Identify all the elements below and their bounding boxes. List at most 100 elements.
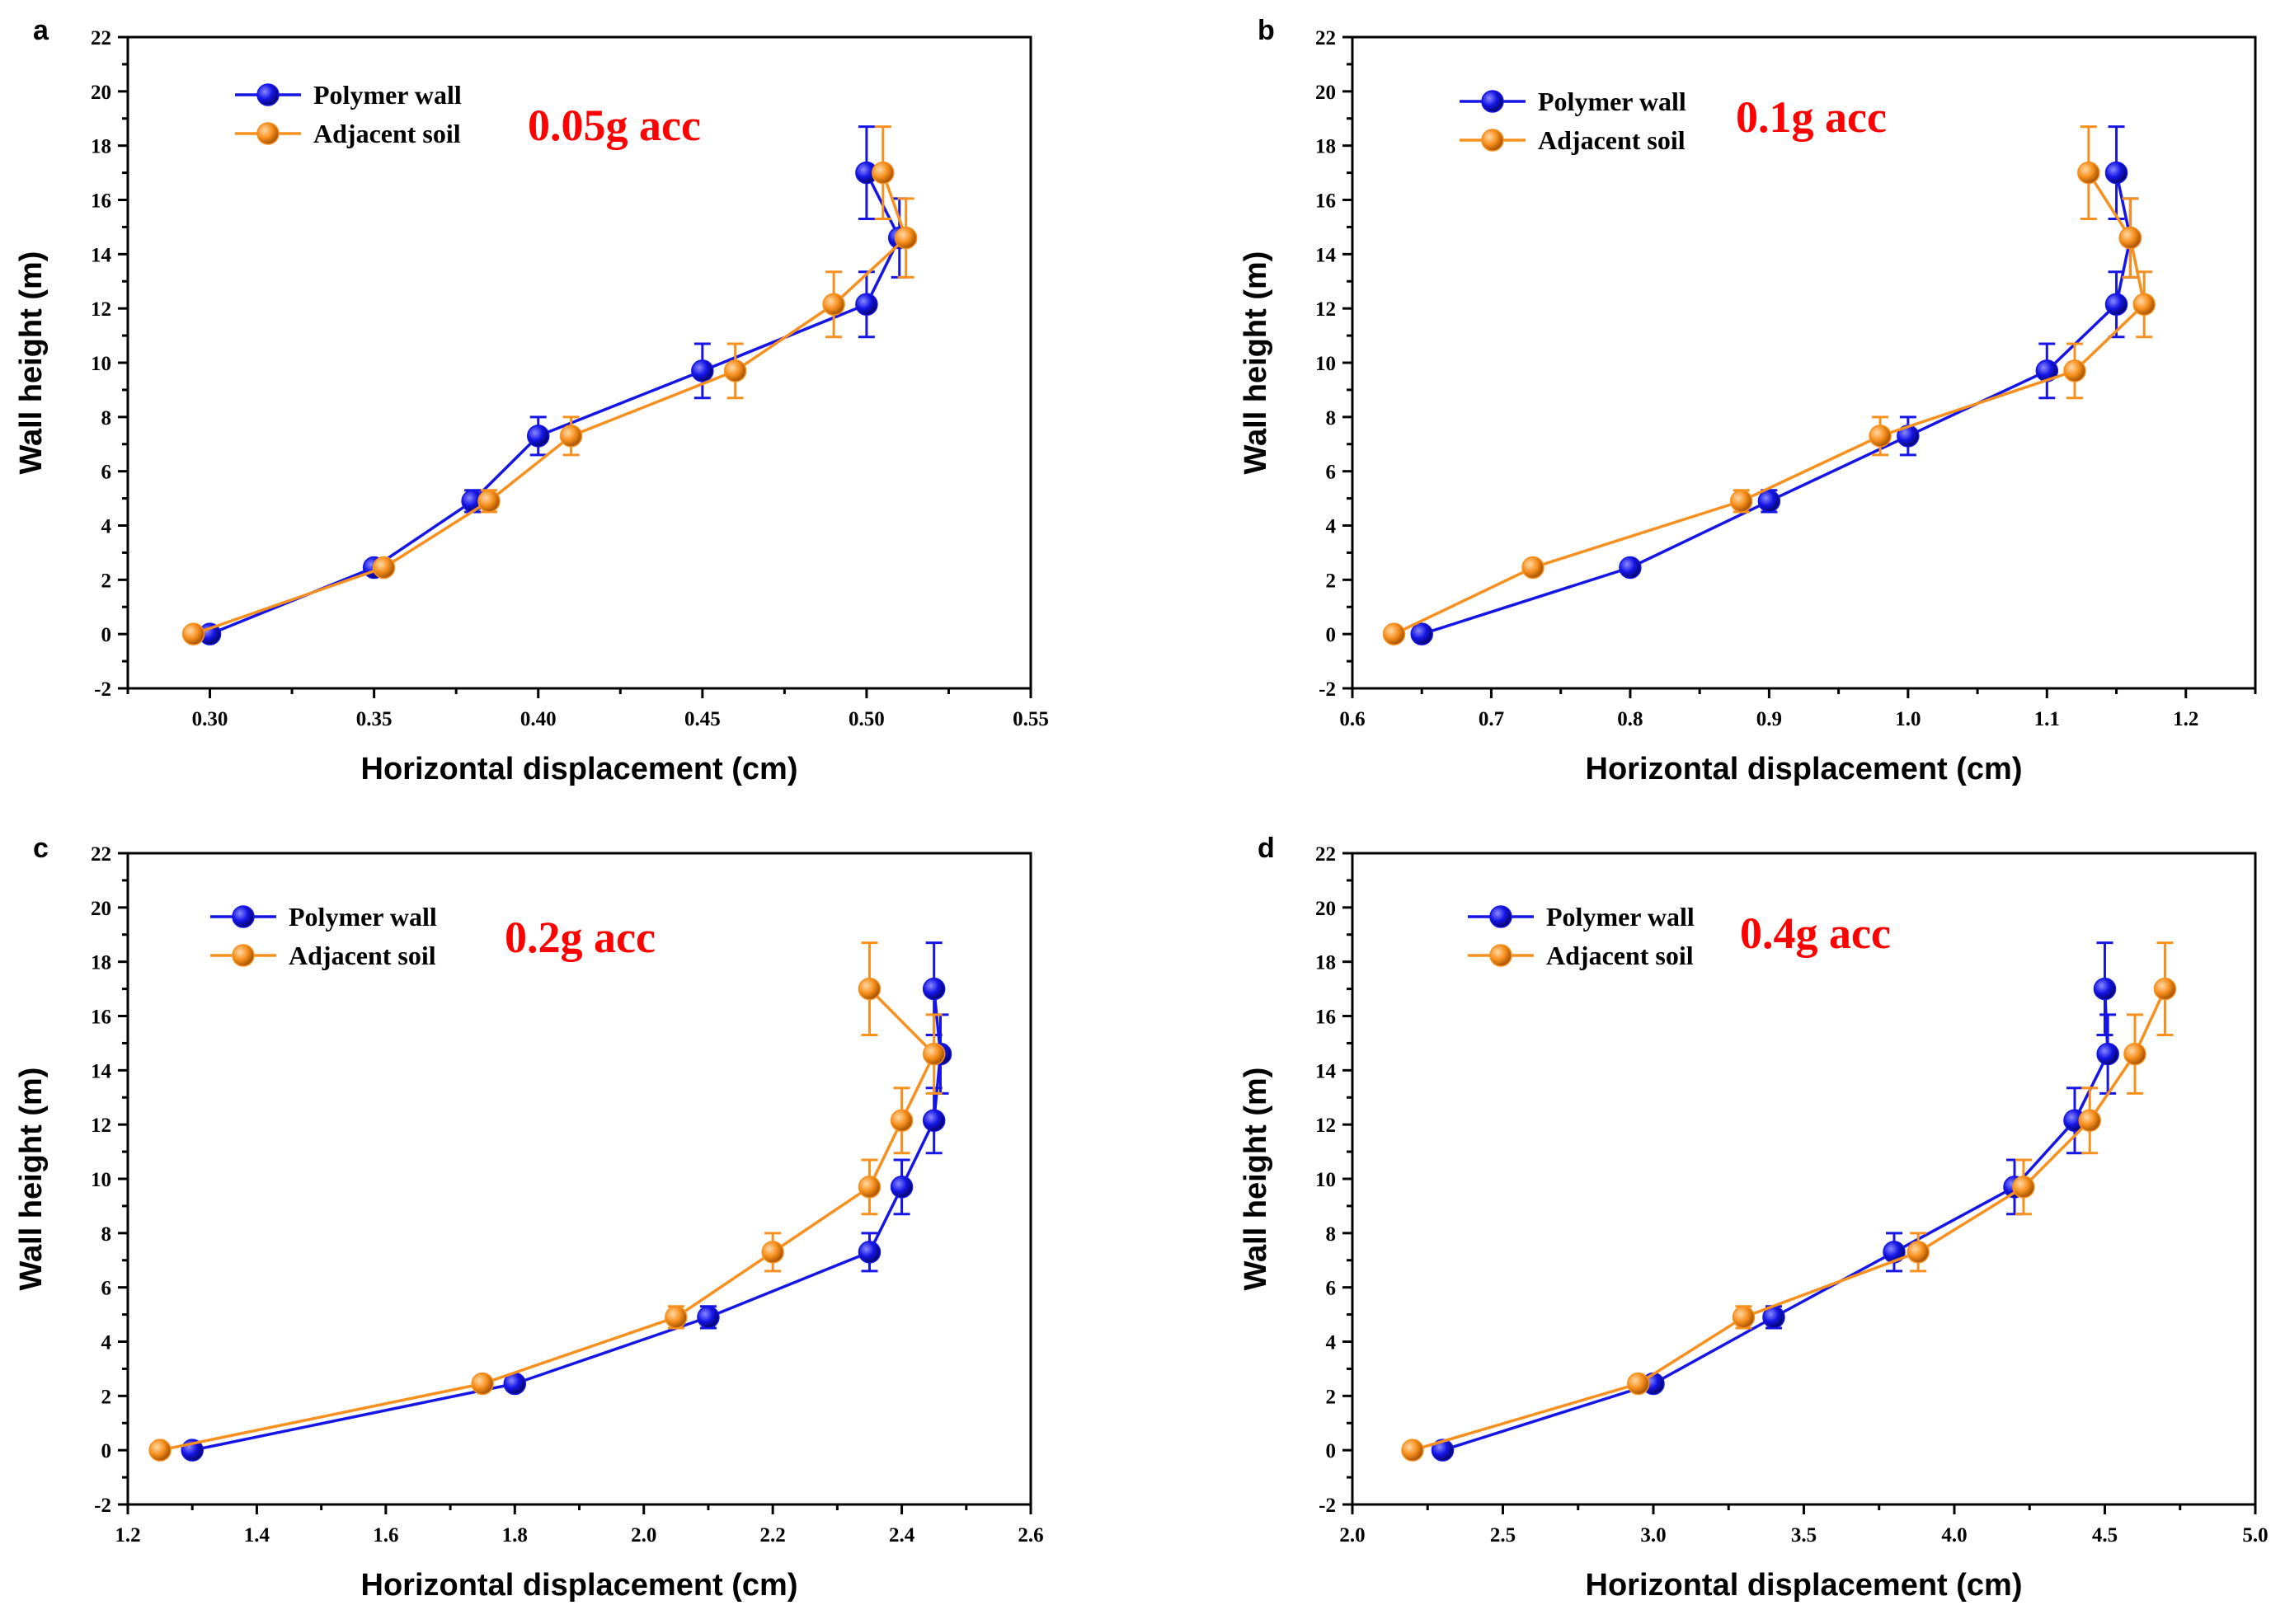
data-point [697, 1306, 720, 1329]
series-adjacent-soil [181, 125, 918, 645]
data-point [890, 1109, 914, 1132]
panel-letter: b [1258, 15, 1275, 46]
data-point [723, 359, 747, 383]
data-point [822, 293, 845, 316]
legend-label-adjacent-soil: Adjacent soil [1538, 125, 1686, 155]
x-tick-label: 0.40 [520, 708, 557, 730]
x-tick-label: 3.5 [1791, 1524, 1817, 1547]
data-point [372, 556, 396, 580]
x-tick-label: 2.5 [1490, 1524, 1516, 1547]
y-tick-label: 0 [101, 624, 112, 646]
data-point [2118, 226, 2142, 250]
x-tick-label: 2.0 [631, 1524, 656, 1547]
data-point [1869, 425, 1892, 448]
y-tick-label: -2 [1319, 1495, 1336, 1517]
y-tick-label: 6 [1326, 1278, 1337, 1300]
acceleration-annotation: 0.1g acc [1736, 92, 1887, 142]
series-polymer-wall [198, 125, 911, 645]
legend-label-polymer-wall: Polymer wall [1538, 87, 1686, 116]
y-tick-label: 18 [91, 952, 111, 974]
y-tick-label: 10 [1315, 353, 1336, 375]
y-tick-label: 8 [1326, 407, 1337, 429]
data-point [1401, 1439, 1424, 1462]
legend-marker-adjacent-soil [256, 122, 280, 145]
data-point [858, 1241, 882, 1264]
series-line-adjacent-soil [193, 172, 908, 636]
data-point [1521, 556, 1544, 580]
legend-marker-polymer-wall [256, 83, 280, 106]
data-point [1729, 490, 1753, 513]
x-tick-label: 1.1 [2034, 708, 2060, 730]
legend-marker-polymer-wall [232, 905, 255, 928]
x-tick-label: 4.0 [1941, 1524, 1967, 1547]
y-tick-label: -2 [1319, 678, 1336, 701]
x-tick-label: 0.9 [1756, 708, 1782, 730]
series-adjacent-soil [1382, 125, 2156, 645]
data-point [894, 226, 918, 250]
y-tick-label: 4 [1326, 516, 1337, 538]
y-tick-label: 4 [101, 516, 112, 538]
chart-panel-b: b -2 0 2 4 6 8 10 12 14 16 18 20 22 0.6 0.7 0.8 0.9 1.0 1.1… [1239, 15, 2257, 786]
y-tick-label: 12 [91, 1115, 111, 1137]
y-tick-label: 12 [91, 298, 111, 321]
series-line-polymer-wall [191, 988, 943, 1452]
x-tick-label: 0.45 [684, 708, 721, 730]
data-point [2104, 293, 2128, 316]
y-tick-label: 14 [1315, 244, 1337, 266]
legend: Polymer wall Adjacent soil [1460, 87, 1686, 155]
y-tick-label: 18 [91, 136, 111, 158]
x-tick-label: 5.0 [2242, 1524, 2268, 1547]
y-tick-label: 16 [1315, 190, 1336, 213]
x-tick-label: 0.6 [1339, 708, 1365, 730]
y-tick-label: 8 [1326, 1223, 1337, 1246]
acceleration-annotation: 0.4g acc [1740, 908, 1891, 958]
y-tick-label: 12 [1315, 1115, 1336, 1137]
x-tick-label: 2.2 [760, 1524, 786, 1547]
legend-marker-adjacent-soil [1481, 129, 1504, 152]
acceleration-annotation: 0.2g acc [505, 913, 656, 962]
data-point [2096, 1042, 2119, 1066]
data-point [1883, 1241, 1906, 1264]
data-point [148, 1439, 172, 1462]
x-tick-label: 1.2 [2173, 708, 2198, 730]
y-tick-label: 12 [1315, 298, 1336, 321]
data-point [1410, 622, 1433, 645]
y-tick-label: 14 [91, 1060, 112, 1082]
data-point [2132, 293, 2156, 316]
y-tick-label: 10 [1315, 1169, 1336, 1191]
panel-letter: a [33, 15, 49, 46]
y-tick-label: 2 [101, 570, 112, 592]
y-tick-label: 10 [91, 1169, 111, 1191]
x-axis-title: Horizontal displacement (cm) [361, 1568, 798, 1603]
y-tick-label: 2 [1326, 570, 1337, 592]
data-point [1627, 1372, 1650, 1396]
series-adjacent-soil [148, 941, 946, 1462]
y-tick-label: 20 [91, 898, 111, 920]
y-tick-label: 4 [1326, 1332, 1337, 1354]
x-tick-label: 0.7 [1479, 708, 1504, 730]
data-point [858, 977, 882, 1001]
x-axis-title: Horizontal displacement (cm) [1586, 1568, 2023, 1603]
x-tick-label: 2.6 [1018, 1524, 1043, 1547]
y-tick-label: 16 [91, 1007, 111, 1029]
y-tick-label: 4 [101, 1332, 112, 1354]
series-polymer-wall [1431, 941, 2119, 1462]
y-axis-title: Wall height (m) [1239, 251, 1273, 475]
series-line-adjacent-soil [1412, 988, 2167, 1452]
series-line-adjacent-soil [1393, 171, 2146, 636]
data-point [2077, 161, 2100, 185]
x-tick-label: 2.4 [889, 1524, 915, 1547]
y-tick-label: 16 [1315, 1007, 1336, 1029]
x-tick-label: 1.6 [373, 1524, 398, 1547]
data-point [2063, 359, 2086, 383]
y-axis-title: Wall height (m) [14, 251, 49, 475]
y-axis-title: Wall height (m) [1239, 1068, 1273, 1291]
data-point [1431, 1439, 1455, 1462]
data-point [2153, 977, 2177, 1001]
data-point [2123, 1042, 2146, 1066]
y-tick-label: 0 [101, 1440, 112, 1462]
data-point [2012, 1176, 2035, 1199]
legend: Polymer wall Adjacent soil [210, 902, 437, 970]
data-point [1732, 1306, 1756, 1329]
